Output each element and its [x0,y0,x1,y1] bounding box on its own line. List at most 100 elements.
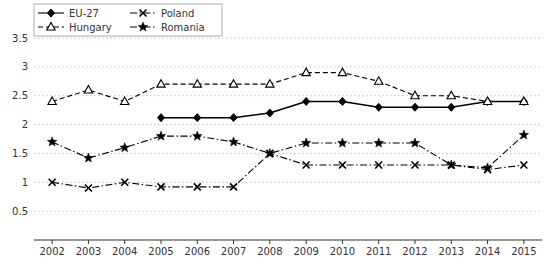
legend-label: Poland [161,8,194,19]
y-tick-label: 1 [22,177,28,188]
point-marker [158,183,165,190]
series-line [52,73,524,102]
legend-marker [140,10,147,17]
grid-line [34,124,542,125]
point-marker [85,185,92,192]
point-marker [339,161,346,168]
point-marker [193,80,201,88]
point-marker [520,161,527,168]
x-tick-label: 2009 [293,246,318,257]
point-marker [338,68,346,76]
point-marker [483,97,491,105]
point-marker [374,138,384,147]
series-line [52,135,524,168]
point-marker [303,161,310,168]
point-marker [375,161,382,168]
y-axis: 0.511.522.533.5 [12,33,28,217]
point-marker [120,143,130,152]
x-tick-label: 2014 [475,246,500,257]
point-marker [520,97,528,105]
x-tick-label: 2003 [76,246,101,257]
x-tick [233,240,234,244]
point-marker [48,97,56,105]
point-marker [121,179,128,186]
x-tick [161,240,162,244]
x-tick-label: 2002 [39,246,64,257]
point-marker [156,131,166,140]
x-tick [523,240,524,244]
point-marker [483,163,493,172]
legend-item: Hungary [38,22,112,33]
point-marker [519,130,529,139]
grid-line [34,95,542,96]
point-marker [520,97,527,105]
x-tick-label: 2015 [511,246,536,257]
x-tick-label: 2008 [257,246,282,257]
grid-line [34,211,542,212]
legend-label: Romania [161,22,205,33]
y-tick-label: 3.5 [12,33,28,44]
series [48,68,528,104]
x-tick [269,240,270,244]
point-marker [47,137,57,146]
series [49,150,528,192]
point-marker [302,68,310,76]
x-tick-label: 2010 [330,246,355,257]
x-tick-label: 2005 [148,246,173,257]
point-marker [338,138,348,147]
point-marker [84,85,92,93]
x-tick-label: 2006 [185,246,210,257]
point-marker [158,114,165,122]
point-marker [447,160,457,169]
point-marker [303,97,310,105]
x-tick [88,240,89,244]
x-tick-label: 2011 [366,246,391,257]
x-tick-label: 2012 [402,246,427,257]
y-tick-label: 2.5 [12,90,28,101]
point-marker [447,91,455,99]
point-marker [266,80,274,88]
grid [34,38,542,211]
y-tick-label: 2 [22,119,28,130]
x-tick-label: 2004 [112,246,137,257]
x-tick [197,240,198,244]
y-tick-label: 1.5 [12,148,28,159]
grid-line [34,153,542,154]
x-tick [306,240,307,244]
point-marker [266,109,273,117]
y-tick-label: 3 [22,61,28,72]
point-marker [193,131,203,140]
legend-item: EU-27 [38,8,99,19]
legend-item: Poland [130,8,194,19]
point-marker [410,138,420,147]
chart-container: 0.511.522.533.52002200320042005200620072… [0,0,556,264]
legend-box [34,4,222,36]
point-marker [339,97,346,105]
point-marker [230,114,237,122]
x-tick [124,240,125,244]
point-marker [84,153,94,162]
x-axis-line [34,240,542,241]
legend-marker [47,23,55,31]
series [158,97,528,121]
point-marker [194,114,201,122]
plot-area [47,68,528,191]
legend-label: Hungary [69,22,112,33]
legend-marker [48,9,55,17]
point-marker [229,137,239,146]
legend-item: Romania [130,22,205,33]
point-marker [265,148,275,157]
x-tick [487,240,488,244]
point-marker [229,80,237,88]
x-tick [378,240,379,244]
series [47,130,528,172]
point-marker [412,161,419,168]
legend: EU-27 Poland Hungary Romania [34,4,222,36]
point-marker [301,138,311,147]
x-tick [415,240,416,244]
point-marker [411,91,419,99]
x-tick [342,240,343,244]
x-tick [451,240,452,244]
x-tick-label: 2013 [439,246,464,257]
point-marker [49,179,56,186]
